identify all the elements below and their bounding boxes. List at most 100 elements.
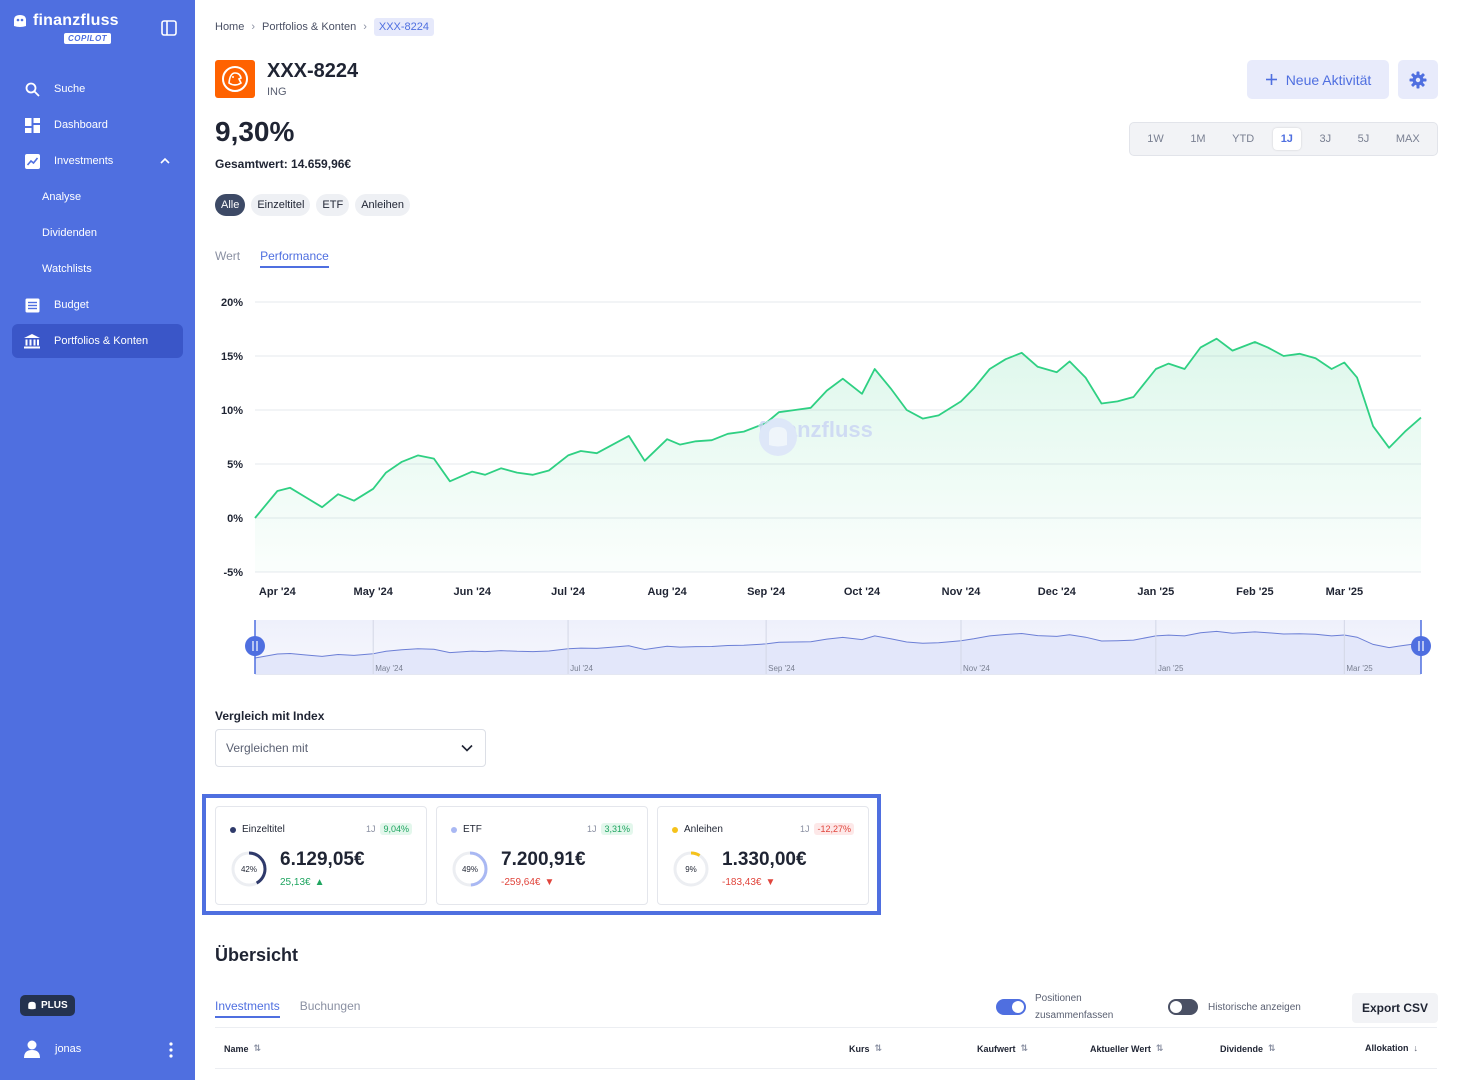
sidebar-collapse-icon[interactable]: [160, 19, 178, 37]
filter-chip-etf[interactable]: ETF: [316, 194, 350, 216]
range-tab-1m[interactable]: 1M: [1190, 133, 1206, 145]
breadcrumb-portfolios[interactable]: Portfolios & Konten: [262, 21, 357, 33]
sidebar-item-suche[interactable]: Suche: [12, 72, 183, 106]
sidebar-item-budget[interactable]: Budget: [12, 288, 183, 322]
search-icon: [24, 81, 40, 97]
brand-logo-icon: [14, 15, 26, 27]
sidebar-item-label: Analyse: [42, 191, 82, 203]
card-period-label: 1J: [586, 824, 597, 834]
allocation-share: 49%: [461, 864, 478, 874]
navigator-label: Mar '25: [1346, 664, 1373, 673]
filter-chip-einzeltitel[interactable]: Einzeltitel: [251, 194, 311, 216]
column-label: Name: [224, 1043, 249, 1054]
card-change: -183,43€ ▼: [722, 877, 775, 888]
plus-badge[interactable]: PLUS: [20, 995, 75, 1016]
card-name: Anleihen: [684, 824, 723, 835]
brand-logo-icon: [759, 418, 797, 456]
navigator-label: Jul '24: [570, 664, 593, 673]
sidebar-item-dashboard[interactable]: Dashboard: [12, 108, 183, 142]
user-icon: [24, 1040, 40, 1058]
export-csv-button[interactable]: Export CSV: [1352, 993, 1438, 1023]
column-header-kaufwert[interactable]: Kaufwert ⇅: [977, 1043, 1028, 1054]
range-tab-5j[interactable]: 5J: [1357, 133, 1370, 145]
sidebar-item-watchlists[interactable]: Watchlists: [12, 252, 183, 286]
toggle-merge-positions[interactable]: [996, 999, 1026, 1015]
settings-button[interactable]: [1398, 60, 1438, 99]
sidebar-item-investments[interactable]: Investments: [12, 144, 183, 178]
x-tick-label: Sep '24: [747, 586, 786, 598]
asset-card-etf[interactable]: ETF 1J 3,31% 49% 7.200,91€ -259,64€ ▼: [436, 806, 648, 905]
time-range-tabs: 1W 1M YTD 1J 3J 5J MAX: [1129, 122, 1438, 156]
x-tick-label: May '24: [354, 586, 394, 598]
range-tab-3j[interactable]: 3J: [1319, 133, 1332, 145]
series-dot: [672, 826, 678, 833]
new-activity-label: Neue Aktivität: [1285, 71, 1372, 88]
column-header-name[interactable]: Name ⇅: [224, 1043, 261, 1054]
sort-icon: ⇅: [1020, 1043, 1029, 1053]
performance-chart-svg: 20% 15% 10% 5% 0% -5% Apr '24 May '24 Jun '24 Jul…: [221, 297, 1431, 675]
tab-buchungen[interactable]: Buchungen: [299, 999, 361, 1013]
user-menu[interactable]: jonas: [24, 1040, 174, 1058]
tab-investments[interactable]: Investments: [215, 999, 280, 1018]
toggle-knob: [1012, 1001, 1024, 1013]
chevron-down-icon: [461, 744, 473, 752]
navigator-label: Sep '24: [768, 664, 795, 673]
navigator-handle-right[interactable]: [1411, 636, 1431, 656]
chevron-right-icon: ›: [251, 21, 256, 33]
column-header-kurs[interactable]: Kurs ⇅: [849, 1043, 882, 1054]
brand[interactable]: finanzfluss COPILOT: [12, 12, 119, 44]
card-title: ETF: [451, 824, 482, 835]
range-tab-max[interactable]: MAX: [1395, 133, 1420, 145]
x-tick-label: Apr '24: [259, 586, 297, 598]
user-name: jonas: [55, 1043, 82, 1055]
compare-index-select[interactable]: Vergleichen mit: [215, 729, 486, 767]
column-header-allokation[interactable]: Allokation ↓: [1365, 1043, 1418, 1053]
card-change: 25,13€ ▲: [280, 877, 325, 888]
y-tick-label: 20%: [221, 297, 243, 309]
column-header-aktueller-wert[interactable]: Aktueller Wert ⇅: [1090, 1043, 1163, 1054]
range-tab-1w[interactable]: 1W: [1147, 133, 1164, 145]
filter-chip-alle[interactable]: Alle: [215, 194, 246, 216]
account-name: XXX-8224: [267, 60, 359, 82]
sidebar-item-portfolios-konten[interactable]: Portfolios & Konten: [12, 324, 183, 358]
new-activity-button[interactable]: Neue Aktivität: [1247, 60, 1389, 99]
table-header: Name ⇅ Kurs ⇅ Kaufwert ⇅ Aktueller Wert ⇅ Di…: [215, 1040, 1437, 1058]
tab-wert[interactable]: Wert: [215, 249, 241, 263]
card-period-label: 1J: [799, 824, 810, 834]
sidebar-item-dividenden[interactable]: Dividenden: [12, 216, 183, 250]
range-tab-1j[interactable]: 1J: [1272, 128, 1301, 150]
performance-chart[interactable]: 20% 15% 10% 5% 0% -5% Apr '24 May '24 Jun '24 Jul…: [215, 290, 1437, 690]
tab-performance[interactable]: Performance: [260, 249, 329, 268]
chevron-up-icon[interactable]: [159, 155, 171, 167]
asset-card-einzeltitel[interactable]: Einzeltitel 1J 9,04% 42% 6.129,05€ 25,13€…: [215, 806, 427, 905]
navigator-label: Nov '24: [963, 664, 990, 673]
donut-fill: [673, 851, 709, 887]
asset-card-anleihen[interactable]: Anleihen 1J -12,27% 9% 1.330,00€ -183,43€…: [657, 806, 869, 905]
navigator-label: Jan '25: [1158, 664, 1184, 673]
card-name: ETF: [463, 824, 482, 835]
sidebar-item-analyse[interactable]: Analyse: [12, 180, 183, 214]
card-period: 1J 9,04%: [366, 823, 412, 835]
breadcrumb-home[interactable]: Home: [215, 21, 245, 33]
sort-icon: ⇅: [1155, 1043, 1164, 1053]
allocation-share: 42%: [240, 864, 257, 874]
card-perf-pill: -12,27%: [814, 823, 854, 835]
donut-fill: [231, 851, 267, 887]
navigator-handle-left[interactable]: [245, 636, 265, 656]
range-tab-ytd[interactable]: YTD: [1232, 133, 1255, 145]
filter-chip-anleihen[interactable]: Anleihen: [355, 194, 411, 216]
toggle-knob: [1170, 1001, 1182, 1013]
card-value: 6.129,05€: [280, 849, 365, 870]
card-perf-pill: 9,04%: [380, 823, 412, 835]
more-vertical-icon[interactable]: [168, 1042, 174, 1058]
sidebar-item-label: Investments: [54, 155, 114, 167]
sort-icon: ⇅: [874, 1043, 883, 1053]
navigator-area: [255, 631, 1421, 674]
sort-icon: ⇅: [1268, 1043, 1276, 1053]
x-tick-label: Jul '24: [551, 586, 586, 598]
card-period: 1J 3,31%: [587, 823, 633, 835]
x-tick-label: Aug '24: [647, 586, 687, 598]
toggle-show-historic[interactable]: [1168, 999, 1198, 1015]
column-header-dividende[interactable]: Dividende ⇅: [1220, 1043, 1276, 1054]
dashboard-icon: [24, 117, 40, 133]
